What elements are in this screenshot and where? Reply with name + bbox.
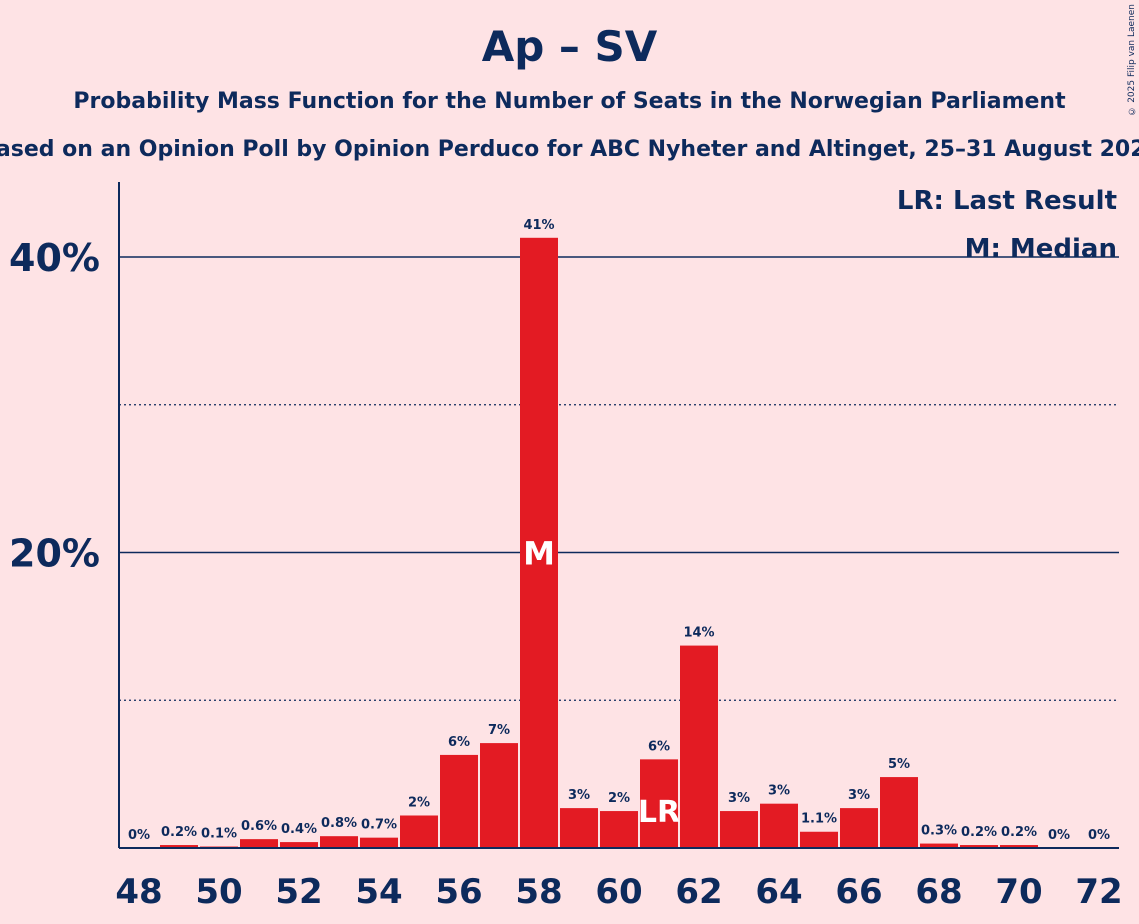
- bar-data-label: 5%: [888, 757, 910, 772]
- bar-seat-59: [560, 808, 598, 848]
- legend-median: M: Median: [965, 234, 1117, 264]
- bar-data-label: 3%: [728, 791, 750, 806]
- bar-seat-67: [880, 777, 918, 848]
- x-tick-label: 64: [755, 872, 802, 912]
- x-tick-label: 56: [435, 872, 482, 912]
- y-tick-label: 40%: [9, 236, 100, 280]
- bar-data-label: 14%: [683, 626, 714, 641]
- bar-seat-61: [640, 759, 678, 848]
- x-tick-label: 62: [675, 872, 722, 912]
- x-tick-label: 72: [1075, 872, 1122, 912]
- x-tick-label: 54: [355, 872, 402, 912]
- bar-data-label: 3%: [768, 784, 790, 799]
- bar-seat-62: [680, 645, 718, 848]
- chart-subtitle-source: Based on an Opinion Poll by Opinion Perd…: [0, 137, 1139, 162]
- bar-seat-51: [240, 839, 278, 848]
- bar-data-label: 0%: [1048, 828, 1070, 843]
- x-tick-label: 50: [195, 872, 242, 912]
- bar-data-label: 0.2%: [961, 825, 997, 840]
- bar-data-label: 6%: [448, 735, 470, 750]
- bar-seat-54: [360, 837, 398, 848]
- x-tick-label: 70: [995, 872, 1042, 912]
- bar-seat-65: [800, 831, 838, 848]
- bar-data-label: 1.1%: [801, 812, 837, 827]
- bar-seat-70: [1000, 845, 1038, 848]
- bar-data-label: 6%: [648, 739, 670, 754]
- x-tick-label: 68: [915, 872, 962, 912]
- last-result-marker: LR: [638, 795, 680, 830]
- median-marker: M: [523, 535, 555, 573]
- y-tick-label: 20%: [9, 532, 100, 576]
- bar-data-label: 0%: [128, 828, 150, 843]
- bar-data-label: 2%: [608, 791, 630, 806]
- bar-data-label: 0.8%: [321, 816, 357, 831]
- bar-data-label: 0.3%: [921, 824, 957, 839]
- bar-seat-64: [760, 803, 798, 848]
- bar-seat-60: [600, 811, 638, 848]
- bar-data-label: 0%: [1088, 828, 1110, 843]
- bar-data-label: 0.7%: [361, 818, 397, 833]
- bar-seat-52: [280, 842, 318, 848]
- bar-data-label: 7%: [488, 723, 510, 738]
- bar-seat-58: [520, 237, 558, 849]
- bar-seat-49: [160, 845, 198, 848]
- x-tick-label: 52: [275, 872, 322, 912]
- x-tick-label: 58: [515, 872, 562, 912]
- bar-data-label: 41%: [523, 218, 554, 233]
- bar-data-label: 0.6%: [241, 819, 277, 834]
- bar-seat-68: [920, 843, 958, 848]
- bar-data-label: 0.1%: [201, 827, 237, 842]
- bar-data-label: 0.2%: [1001, 825, 1037, 840]
- chart-subtitle: Probability Mass Function for the Number…: [73, 89, 1066, 114]
- bar-seat-55: [400, 815, 438, 848]
- bar-seat-63: [720, 811, 758, 848]
- bar-data-label: 0.4%: [281, 822, 317, 837]
- bar-data-label: 0.2%: [161, 825, 197, 840]
- legend-last-result: LR: Last Result: [897, 186, 1117, 216]
- chart-title: Ap – SV: [481, 22, 658, 71]
- bar-data-label: 2%: [408, 795, 430, 810]
- bar-data-label: 3%: [848, 788, 870, 803]
- bar-seat-69: [960, 845, 998, 848]
- bar-data-label: 3%: [568, 788, 590, 803]
- x-tick-label: 66: [835, 872, 882, 912]
- bar-seat-66: [840, 808, 878, 848]
- x-tick-label: 48: [115, 872, 162, 912]
- bar-seat-57: [480, 743, 518, 848]
- bar-seat-53: [320, 836, 358, 848]
- bar-seat-56: [440, 754, 478, 848]
- x-tick-label: 60: [595, 872, 642, 912]
